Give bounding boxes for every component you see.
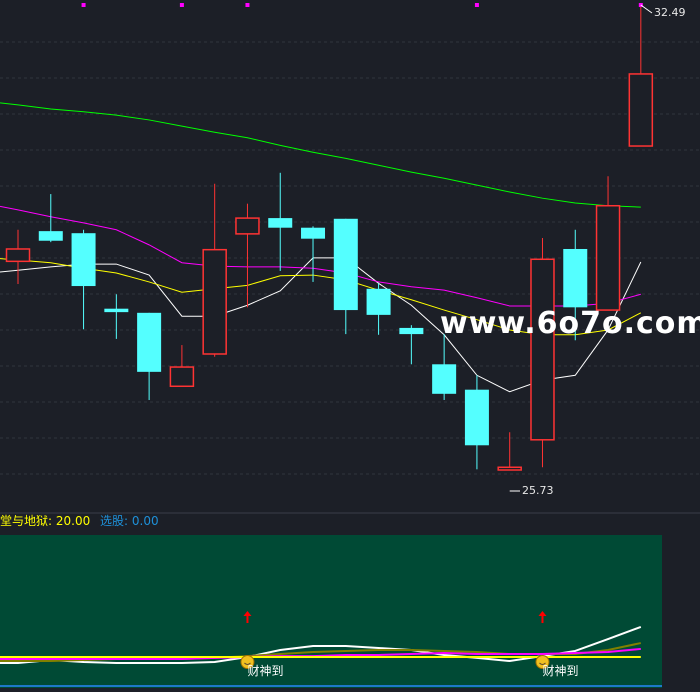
watermark: www.6o7o.com xyxy=(440,306,700,341)
candle-body-down xyxy=(268,218,293,228)
candle-body-up xyxy=(5,248,31,263)
candle-body-down xyxy=(104,308,129,313)
high-pointer xyxy=(640,4,653,14)
smiley-mouth xyxy=(539,662,546,665)
candle-body-up xyxy=(530,258,555,441)
legend-tiantang: 堂与地狱: 20.00 xyxy=(0,514,91,528)
candle-body-up xyxy=(202,248,227,355)
low-price-label: 25.73 xyxy=(522,484,554,497)
candle-body-down xyxy=(432,364,457,394)
smiley-icon xyxy=(535,655,550,669)
high-price-label: 32.49 xyxy=(654,6,686,19)
candle-body-down xyxy=(38,231,63,241)
signal-label: 财神到 xyxy=(542,664,579,678)
top-marker xyxy=(245,3,250,7)
indicator-legend: 堂与地狱: 20.00 选股: 0.00 xyxy=(0,513,165,529)
candle-body-up xyxy=(235,217,260,235)
moving-average-line xyxy=(0,102,641,208)
smiley-icon xyxy=(240,655,255,669)
candle-body-down xyxy=(399,327,424,335)
up-arrow-icon xyxy=(243,611,252,623)
candle-body-down xyxy=(366,288,391,315)
candle-body-down xyxy=(71,233,96,287)
candle-body-down xyxy=(563,248,588,308)
candle-body-up xyxy=(497,466,522,471)
up-arrow-icon xyxy=(538,611,547,623)
top-marker xyxy=(179,3,184,7)
candle-body-up xyxy=(169,366,195,388)
top-marker xyxy=(474,3,479,7)
top-marker xyxy=(81,3,86,7)
candle-body-down xyxy=(333,218,358,311)
candle-body-down xyxy=(137,312,162,372)
candle-body-up xyxy=(595,204,621,311)
smiley-mouth xyxy=(244,662,251,665)
candle-body-down xyxy=(464,389,489,446)
signal-label: 财神到 xyxy=(247,664,284,678)
legend-xuangu: 选股: 0.00 xyxy=(100,514,159,528)
candle-body-down xyxy=(301,227,326,239)
candle-body-up xyxy=(628,73,654,147)
